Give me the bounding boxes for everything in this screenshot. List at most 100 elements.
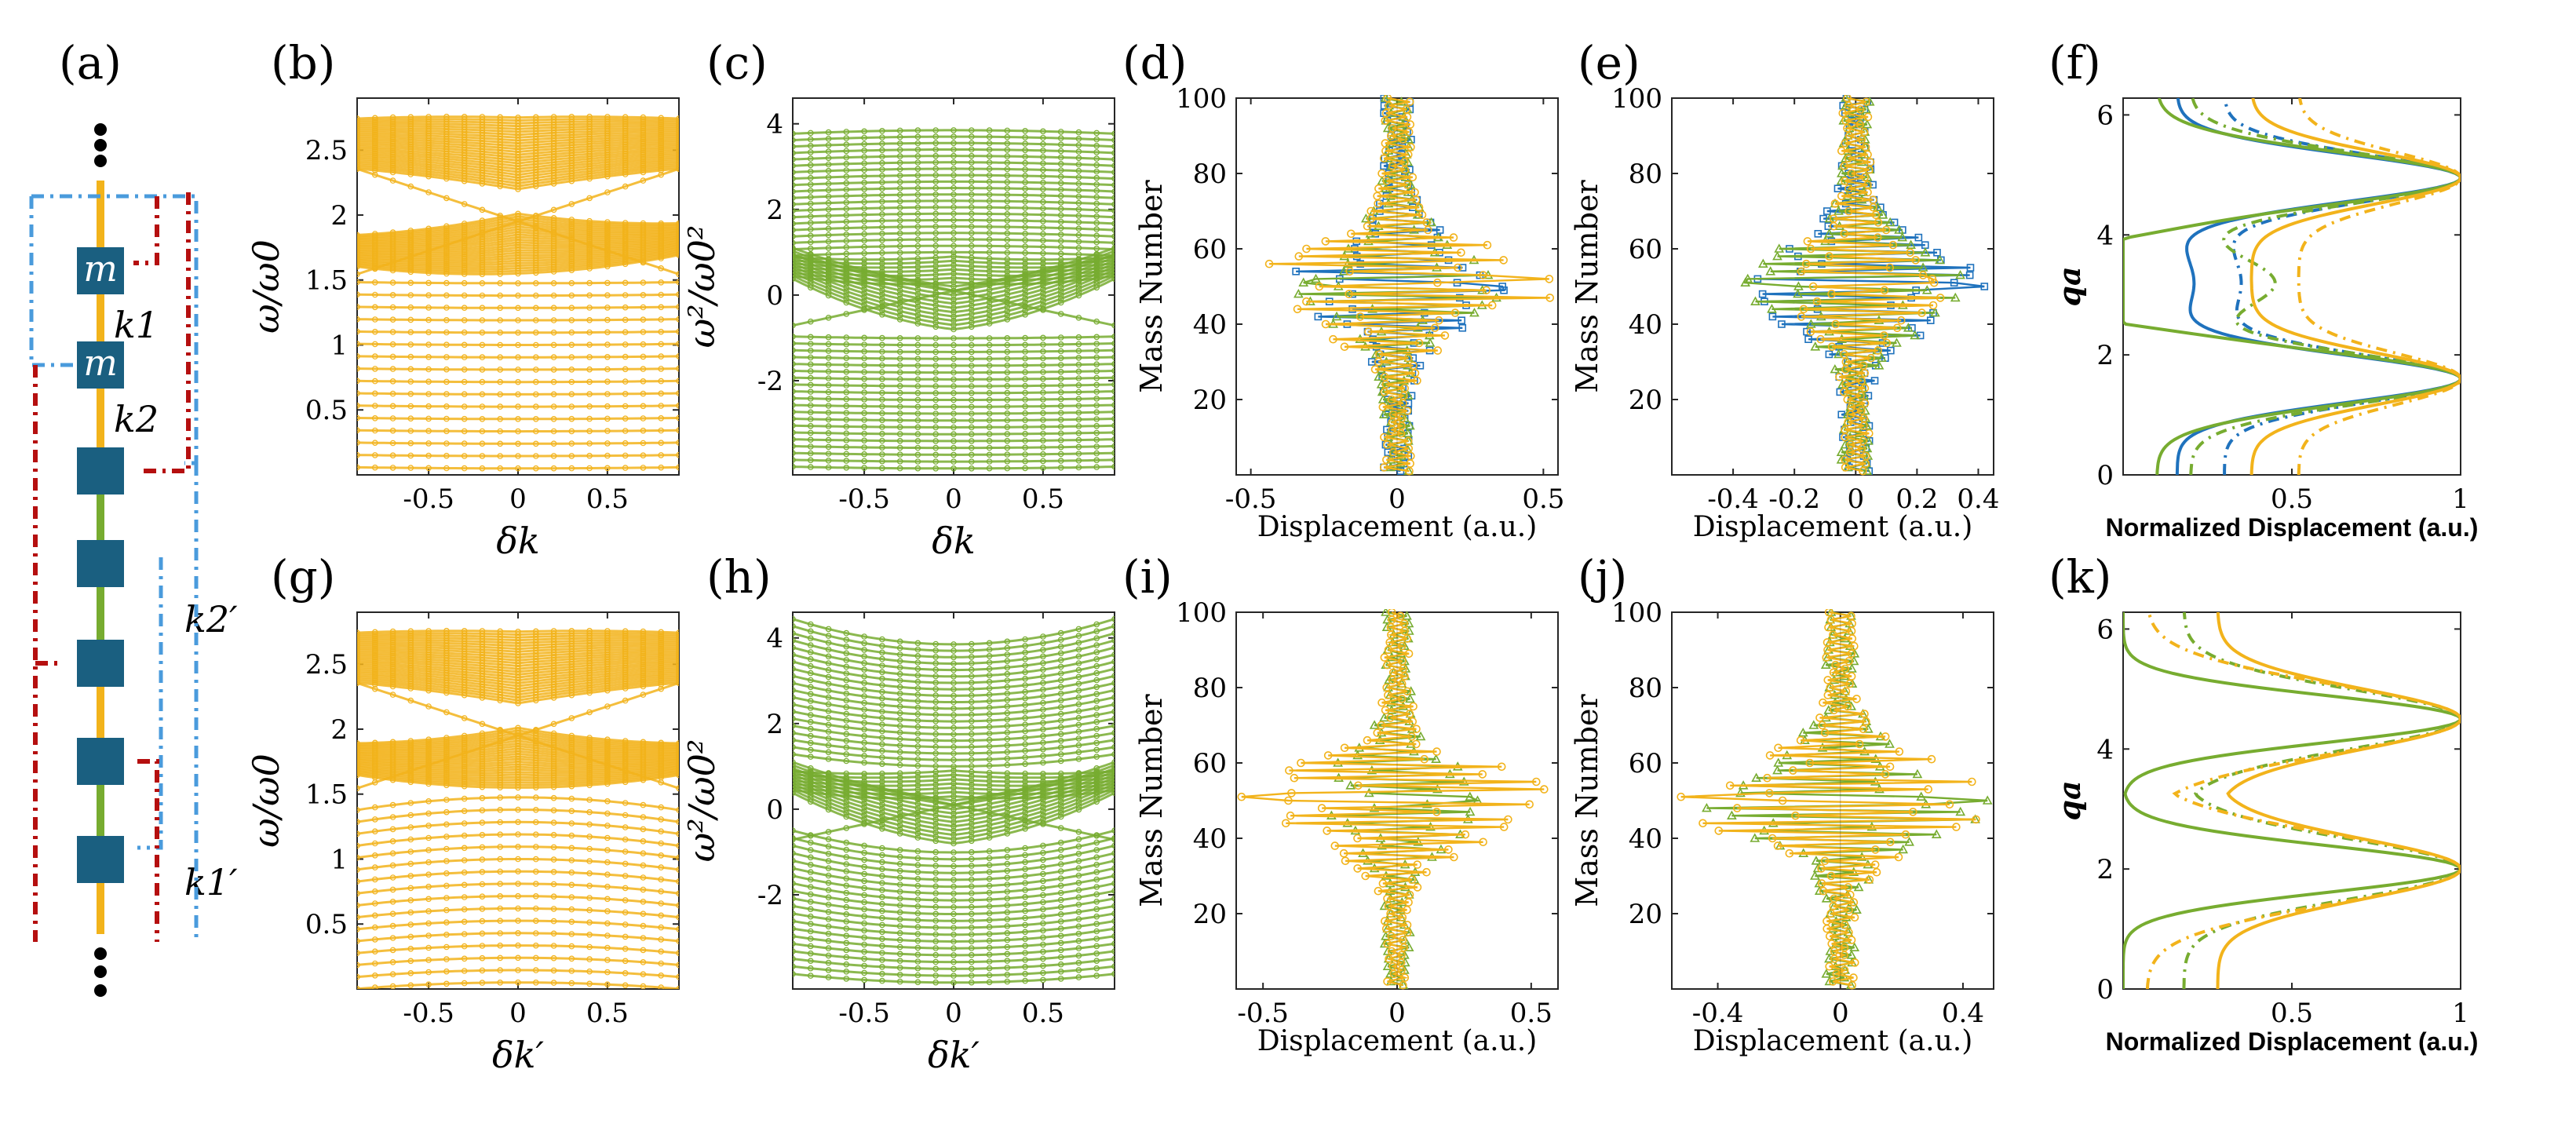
band-point [1057,284,1064,291]
band-point [640,971,647,978]
band-point [550,893,557,900]
band-point [896,437,903,444]
band-point [532,354,539,361]
band-point [532,292,539,299]
band-point [479,906,486,912]
band-point [1057,173,1064,180]
band-point [407,254,414,260]
mode-point [1387,131,1396,140]
band-point [443,808,450,816]
band-point [371,328,378,335]
band-point [950,236,957,243]
mode-point [1425,338,1436,347]
band-point [497,224,504,231]
band-point [1040,437,1046,444]
band-point [879,166,885,173]
band-point [1022,424,1028,430]
band-point [914,299,921,306]
band-point [604,316,611,323]
band-point [1075,174,1082,181]
band-point [879,307,885,314]
band-point [969,417,975,424]
band-point [1004,236,1011,243]
band-point [357,135,360,142]
band-point [969,166,975,172]
x-tick-label: 0 [1847,484,1864,515]
band-point [604,957,611,963]
band-point [371,900,378,907]
band-point [1022,403,1028,410]
band-point [986,210,993,217]
band-point [357,144,360,150]
band-point [357,926,360,932]
y-tick-label: 100 [1611,83,1662,115]
mode-point [1827,342,1837,352]
band-point [676,867,679,873]
band-point [950,184,957,192]
band-point [969,973,975,979]
band-point [950,317,957,324]
band-point [515,305,521,312]
band-point [1057,443,1064,451]
band-point [1111,175,1115,182]
band-point [969,198,975,204]
mode-series-2 [1264,95,1554,476]
band-point [969,152,975,159]
band-point [515,218,521,225]
band-point [879,957,885,963]
band-point [568,354,575,360]
band-point [425,329,432,336]
band-point [1022,243,1028,250]
x-tick-label: 0.5 [1022,998,1064,1029]
band-point [1040,396,1046,403]
band-point [950,958,957,965]
y-tick-label: 80 [1629,159,1662,190]
band-point [843,889,850,896]
band-point [825,341,832,348]
band-point [808,136,814,143]
band-point [443,980,450,987]
band-point [389,366,396,372]
band-point [969,217,975,224]
band-point [1075,136,1082,142]
band-point [515,732,521,739]
band-point [640,922,647,929]
band-point [389,692,396,698]
band-point [604,810,611,817]
band-point [896,276,903,283]
band-point [357,785,360,792]
band-point [1004,902,1011,909]
band-point [1093,194,1100,201]
band-point [1004,909,1011,916]
band-point [1040,250,1046,257]
band-point [1111,457,1115,463]
mode-point [1882,338,1892,348]
band-point [604,896,611,903]
band-point [793,233,796,239]
band-point [1022,250,1028,257]
band-point [969,458,975,465]
band-point [1040,264,1046,271]
band-point [357,973,360,980]
band-line-67 [357,167,679,276]
band-point [986,303,993,310]
mode-point [1803,327,1811,336]
band-point [825,396,832,403]
y-tick-label: 6 [2096,100,2114,131]
band-point [586,305,593,311]
band-point [532,794,539,801]
band-point [843,437,850,443]
band-point [640,291,647,298]
band-point [389,959,396,965]
band-point [586,943,593,951]
band-point [479,844,486,851]
band-point [640,259,647,266]
band-point [425,378,432,385]
band-point [1022,900,1028,907]
mode-point [1806,327,1815,336]
band-point [1111,381,1115,388]
band-point [1040,224,1046,231]
band-point [461,894,468,900]
band-point [515,819,521,826]
band-point [914,369,921,376]
